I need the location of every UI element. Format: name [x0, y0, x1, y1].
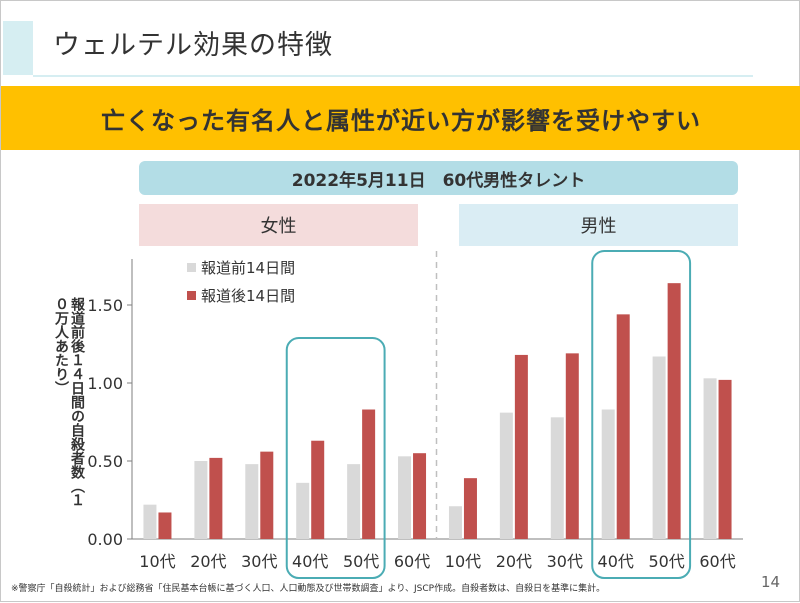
- x-tick-label: 20代: [190, 552, 226, 571]
- bar-before-0: [143, 504, 157, 539]
- bar-after-4: [362, 409, 376, 539]
- event-subhead: 2022年5月11日 60代男性タレント: [139, 161, 738, 195]
- y-tick-label: 0.00: [87, 530, 123, 549]
- x-tick-label: 50代: [343, 552, 379, 571]
- legend-label-1: 報道後14日間: [201, 287, 295, 305]
- bar-after-10: [667, 283, 681, 539]
- x-tick-label: 60代: [699, 552, 735, 571]
- x-tick-label: 40代: [598, 552, 634, 571]
- bar-before-8: [550, 417, 564, 539]
- slide-title: ウェルテル効果の特徴: [53, 30, 333, 61]
- x-tick-label: 60代: [394, 552, 430, 571]
- group-label-female: 女性: [139, 204, 418, 246]
- bar-after-0: [158, 512, 172, 539]
- bar-before-7: [499, 412, 513, 539]
- page-number: 14: [761, 573, 781, 591]
- bar-before-5: [398, 456, 412, 539]
- x-tick-label: 20代: [496, 552, 532, 571]
- x-tick-label: 30代: [547, 552, 583, 571]
- x-tick-label: 10代: [445, 552, 481, 571]
- footnote: ※警察庁「自殺統計」および総務省「住民基本台帳に基づく人口、人口動態及び世帯数調…: [11, 584, 606, 594]
- x-tick-label: 50代: [648, 552, 684, 571]
- bar-before-1: [194, 461, 208, 539]
- bar-after-9: [616, 314, 630, 539]
- x-tick-label: 30代: [241, 552, 277, 571]
- y-tick-label: 1.00: [87, 374, 123, 393]
- bar-before-6: [448, 506, 462, 539]
- group-label-male: 男性: [459, 204, 738, 246]
- bar-after-3: [311, 440, 325, 539]
- bar-before-3: [296, 482, 310, 539]
- title-accent: [3, 21, 33, 75]
- y-axis-label: 報道前後１４日間の自殺者数（１０万人あたり）: [53, 297, 85, 507]
- bar-before-9: [601, 409, 615, 539]
- bar-after-2: [260, 451, 274, 539]
- y-tick-label: 0.50: [87, 452, 123, 471]
- bar-after-6: [463, 478, 477, 539]
- bar-before-4: [347, 464, 361, 539]
- bar-before-10: [652, 356, 666, 539]
- highlight-box-male: [591, 250, 692, 579]
- legend-swatch-0: [187, 263, 196, 272]
- bar-after-7: [514, 354, 528, 539]
- bar-after-11: [718, 379, 732, 539]
- legend-label-0: 報道前14日間: [201, 259, 295, 277]
- bar-before-2: [245, 464, 259, 539]
- x-tick-label: 40代: [292, 552, 328, 571]
- y-tick-label: 1.50: [87, 296, 123, 315]
- bar-after-5: [413, 453, 427, 539]
- legend-swatch-1: [187, 291, 196, 300]
- key-message-banner: 亡くなった有名人と属性が近い方が影響を受けやすい: [1, 86, 800, 150]
- highlight-box-female: [285, 337, 386, 579]
- x-tick-label: 10代: [139, 552, 175, 571]
- bar-after-8: [565, 353, 579, 539]
- bar-after-1: [209, 457, 223, 539]
- title-underline: [33, 75, 753, 77]
- bar-before-11: [703, 378, 717, 539]
